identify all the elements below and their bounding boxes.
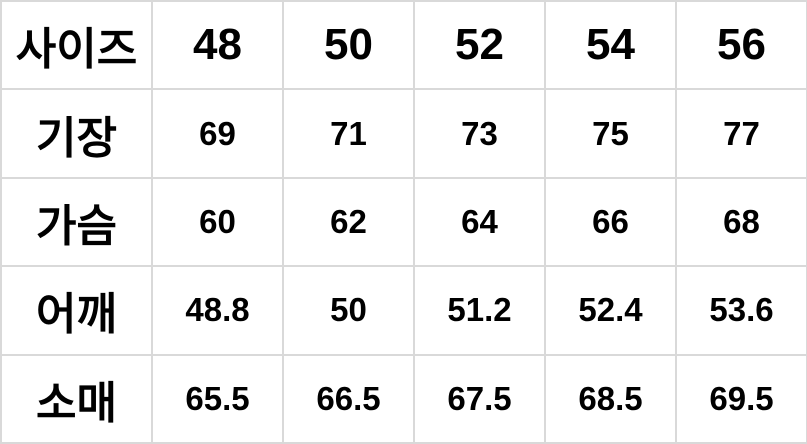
header-size-52: 52 — [413, 0, 546, 91]
cell-chest-54: 66 — [544, 176, 677, 268]
cell-sleeve-50: 66.5 — [282, 353, 415, 444]
cell-length-54: 75 — [544, 88, 677, 179]
table-row-sleeve: 소매 65.5 66.5 67.5 68.5 69.5 — [0, 353, 807, 444]
cell-sleeve-52: 67.5 — [413, 353, 546, 444]
header-size-56: 56 — [675, 0, 807, 91]
table-row-chest: 가슴 60 62 64 66 68 — [0, 176, 807, 268]
cell-length-56: 77 — [675, 88, 807, 179]
cell-sleeve-54: 68.5 — [544, 353, 677, 444]
cell-shoulder-48: 48.8 — [151, 265, 284, 356]
cell-sleeve-56: 69.5 — [675, 353, 807, 444]
cell-shoulder-54: 52.4 — [544, 265, 677, 356]
cell-chest-56: 68 — [675, 176, 807, 268]
table-row-length: 기장 69 71 73 75 77 — [0, 88, 807, 179]
row-label-length: 기장 — [0, 88, 153, 179]
cell-length-48: 69 — [151, 88, 284, 179]
row-label-shoulder: 어깨 — [0, 265, 153, 356]
cell-chest-52: 64 — [413, 176, 546, 268]
cell-chest-50: 62 — [282, 176, 415, 268]
cell-shoulder-50: 50 — [282, 265, 415, 356]
row-label-chest: 가슴 — [0, 176, 153, 268]
header-size-50: 50 — [282, 0, 415, 91]
cell-length-50: 71 — [282, 88, 415, 179]
header-size-48: 48 — [151, 0, 284, 91]
header-row: 사이즈 48 50 52 54 56 — [0, 0, 807, 91]
cell-sleeve-48: 65.5 — [151, 353, 284, 444]
cell-length-52: 73 — [413, 88, 546, 179]
row-label-sleeve: 소매 — [0, 353, 153, 444]
cell-shoulder-56: 53.6 — [675, 265, 807, 356]
header-size-label: 사이즈 — [0, 0, 153, 91]
cell-chest-48: 60 — [151, 176, 284, 268]
header-size-54: 54 — [544, 0, 677, 91]
cell-shoulder-52: 51.2 — [413, 265, 546, 356]
table-row-shoulder: 어깨 48.8 50 51.2 52.4 53.6 — [0, 265, 807, 356]
